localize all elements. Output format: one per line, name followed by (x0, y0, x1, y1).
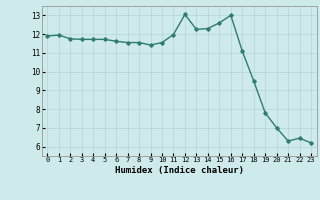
X-axis label: Humidex (Indice chaleur): Humidex (Indice chaleur) (115, 166, 244, 175)
